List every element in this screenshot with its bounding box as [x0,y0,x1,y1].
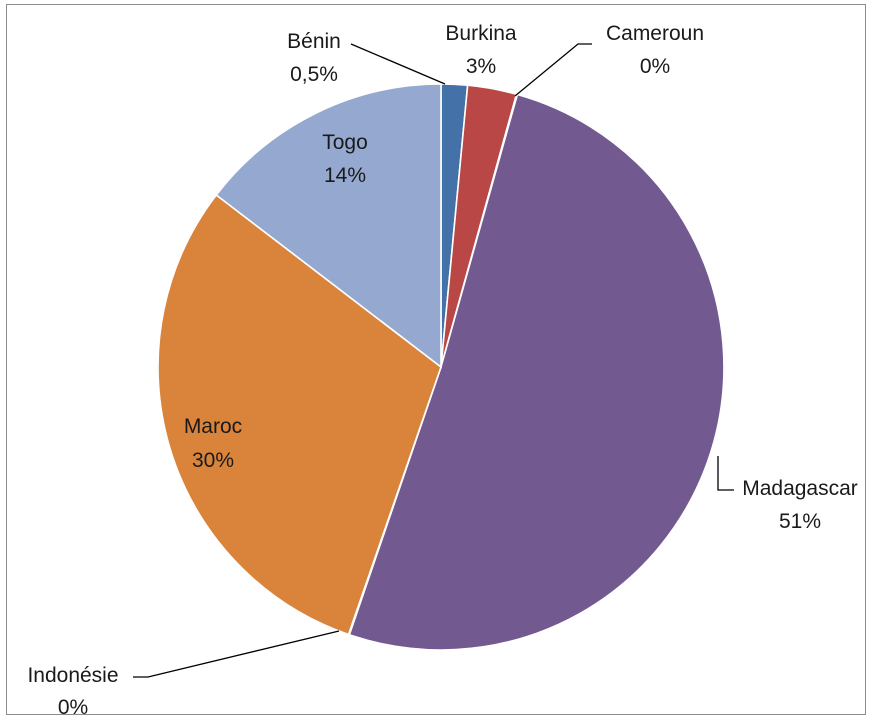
label-burkina-value: 3% [466,55,496,78]
label-madagascar-name: Madagascar [742,477,858,500]
leader-line-benin [350,43,446,85]
label-benin-value: 0,5% [290,63,338,86]
label-indonesie-name: Indonésie [27,664,118,687]
label-cameroun-name: Cameroun [606,22,704,45]
label-cameroun-value: 0% [640,55,670,78]
leader-line-cameroun [514,43,592,97]
label-indonesie-value: 0% [58,696,88,717]
label-burkina-name: Burkina [445,22,517,45]
leader-line-indonesie [133,630,340,678]
label-maroc-name: Maroc [184,415,242,438]
pie-slice-madagascar [348,93,725,651]
label-madagascar-value: 51% [779,510,821,533]
pie-slice-togo [215,83,442,369]
data-labels: Bénin 0,5% Burkina 3% Cameroun 0% Togo 1… [27,22,857,717]
pie-slice-maroc [157,193,442,636]
leader-line-madagascar [717,456,734,491]
pie-slices [157,83,725,651]
label-maroc-value: 30% [192,449,234,472]
leader-lines [133,43,734,678]
label-togo-value: 14% [324,164,366,187]
label-benin-name: Bénin [287,30,341,53]
label-togo-name: Togo [322,131,368,154]
